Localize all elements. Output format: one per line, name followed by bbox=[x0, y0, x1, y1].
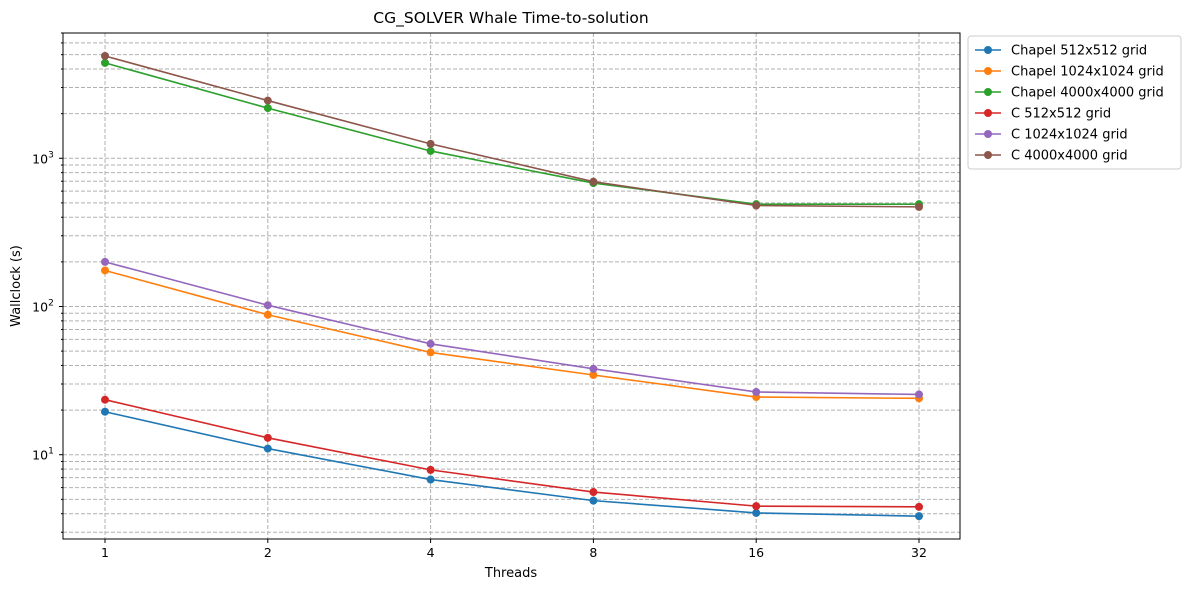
data-point bbox=[101, 395, 109, 404]
series-line bbox=[104, 398, 920, 508]
data-point bbox=[101, 58, 109, 67]
data-point bbox=[101, 266, 109, 275]
x-tick-label: 1 bbox=[101, 545, 109, 560]
y-tick-label: 103 bbox=[32, 150, 54, 166]
data-point bbox=[101, 257, 109, 266]
data-point bbox=[263, 301, 272, 310]
plot-frame bbox=[62, 32, 961, 540]
series-line bbox=[104, 261, 920, 396]
legend-item: Chapel 4000x4000 grid bbox=[975, 86, 1164, 101]
series-line bbox=[104, 55, 920, 208]
legend-marker bbox=[984, 151, 992, 159]
data-point bbox=[752, 201, 761, 210]
series-line bbox=[104, 269, 920, 400]
legend-label: Chapel 1024x1024 grid bbox=[1011, 65, 1164, 80]
series-c-1024x1024-grid bbox=[101, 257, 923, 399]
data-point bbox=[426, 139, 435, 148]
x-tick-label: 32 bbox=[911, 545, 927, 560]
data-point bbox=[752, 502, 761, 511]
x-tick-label: 2 bbox=[264, 545, 272, 560]
data-point bbox=[426, 465, 435, 474]
legend-item: C 1024x1024 grid bbox=[975, 128, 1128, 143]
legend-item: C 4000x4000 grid bbox=[975, 149, 1128, 164]
legend-item: Chapel 1024x1024 grid bbox=[975, 65, 1164, 80]
data-point bbox=[589, 177, 598, 186]
data-point bbox=[263, 310, 272, 319]
legend-marker bbox=[984, 67, 992, 75]
data-point bbox=[263, 433, 272, 442]
data-point bbox=[426, 475, 435, 484]
legend-label: C 4000x4000 grid bbox=[1011, 149, 1128, 164]
data-point bbox=[426, 146, 435, 155]
data-point bbox=[752, 387, 761, 396]
legend-label: Chapel 512x512 grid bbox=[1011, 44, 1147, 59]
legend-label: C 512x512 grid bbox=[1011, 107, 1111, 122]
x-axis-ticks: 1 2 4 8 16 32 bbox=[101, 539, 927, 560]
data-point bbox=[915, 390, 923, 399]
x-axis-label: Threads bbox=[484, 566, 537, 581]
y-tick-label: 101 bbox=[32, 447, 54, 463]
series-line bbox=[104, 62, 919, 205]
data-point bbox=[589, 364, 598, 373]
data-point bbox=[426, 339, 435, 348]
data-point bbox=[752, 508, 761, 517]
x-tick-label: 16 bbox=[748, 545, 764, 560]
data-point bbox=[263, 96, 272, 105]
legend-marker bbox=[984, 130, 992, 138]
data-point bbox=[101, 407, 109, 416]
legend-label: C 1024x1024 grid bbox=[1011, 128, 1128, 143]
series-line bbox=[104, 410, 920, 517]
legend-box bbox=[967, 35, 1182, 170]
legend-marker bbox=[984, 109, 992, 117]
data-point bbox=[915, 502, 923, 511]
y-tick-label: 102 bbox=[32, 298, 54, 314]
data-point bbox=[263, 444, 272, 453]
series-c-4000x4000-grid bbox=[101, 51, 923, 211]
legend-item: Chapel 512x512 grid bbox=[975, 44, 1147, 59]
data-point bbox=[426, 348, 435, 357]
chart-title: CG_SOLVER Whale Time-to-solution bbox=[373, 9, 648, 28]
series-chapel-512x512-grid bbox=[101, 407, 923, 521]
legend-label: Chapel 4000x4000 grid bbox=[1011, 86, 1164, 101]
series-layer bbox=[101, 51, 923, 521]
data-point bbox=[589, 488, 598, 497]
x-tick-label: 4 bbox=[427, 545, 435, 560]
y-axis-ticks: 101 102 103 bbox=[32, 32, 63, 533]
y-axis-label: Wallclock (s) bbox=[9, 245, 24, 327]
series-c-512x512-grid bbox=[101, 395, 923, 511]
data-point bbox=[589, 370, 598, 379]
data-point bbox=[915, 202, 923, 211]
data-point bbox=[915, 512, 923, 521]
data-point bbox=[263, 104, 272, 113]
x-tick-label: 8 bbox=[589, 545, 597, 560]
legend-marker bbox=[984, 88, 992, 96]
legend: Chapel 512x512 grid Chapel 1024x1024 grid… bbox=[967, 35, 1182, 170]
data-point bbox=[589, 496, 598, 505]
legend-item: C 512x512 grid bbox=[975, 107, 1111, 122]
data-point bbox=[101, 51, 109, 60]
legend-marker bbox=[984, 46, 992, 54]
